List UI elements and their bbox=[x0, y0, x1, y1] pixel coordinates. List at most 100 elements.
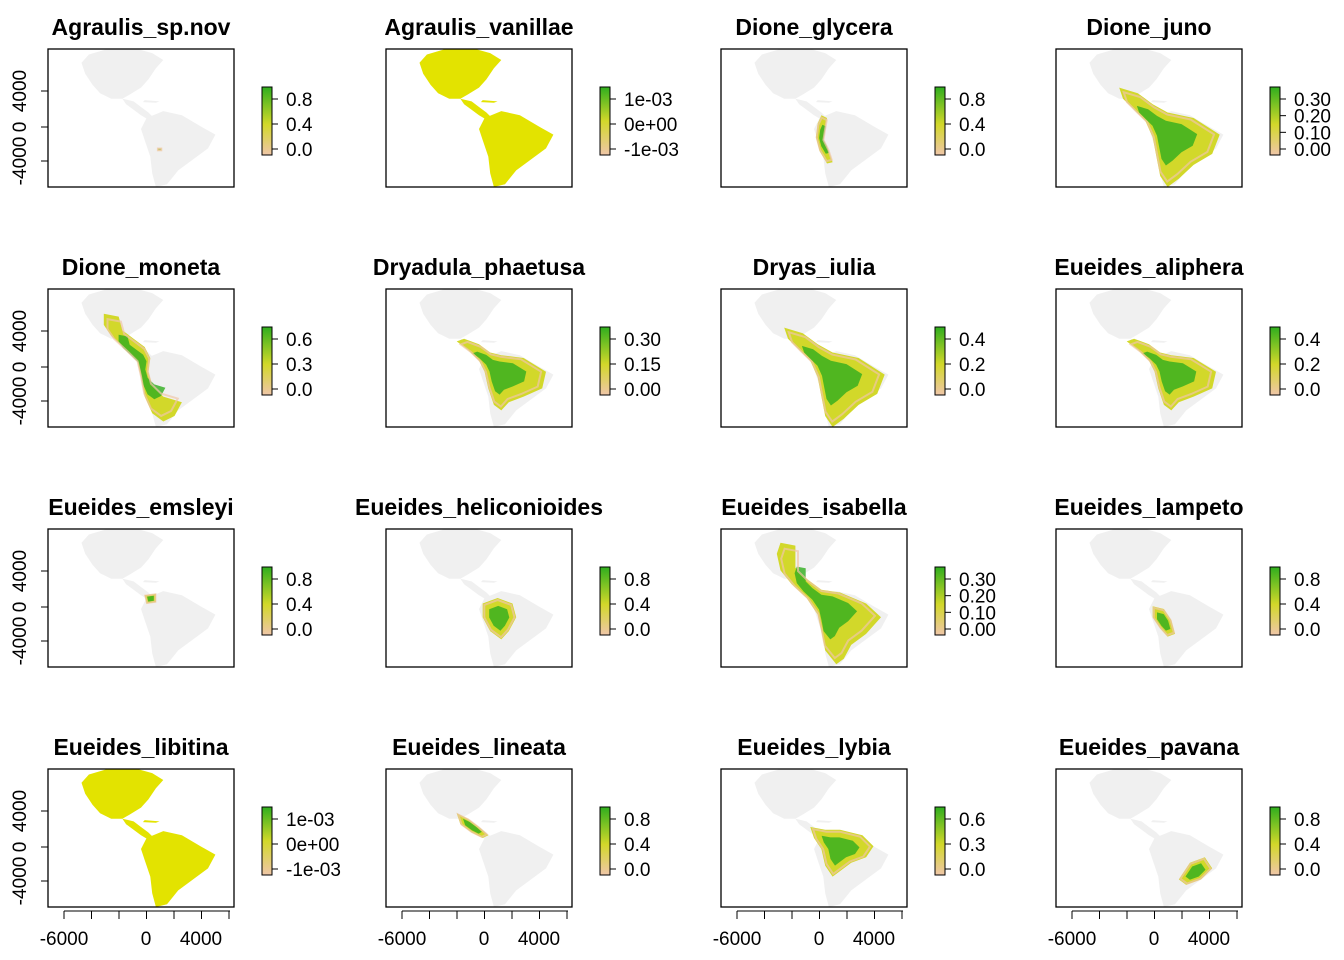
landmass bbox=[815, 100, 833, 103]
distribution-edge bbox=[1179, 857, 1212, 885]
x-tick-label: 0 bbox=[141, 929, 152, 950]
distribution-core bbox=[801, 345, 863, 406]
panel-title: Eueides_aliphera bbox=[1054, 254, 1243, 280]
legend-label: 0.4 bbox=[1294, 595, 1321, 616]
legend-label: 0.30 bbox=[1294, 90, 1331, 111]
legend-label: 0.3 bbox=[286, 355, 312, 376]
map-frame bbox=[720, 288, 908, 428]
panel-title: Dryadula_phaetusa bbox=[373, 254, 585, 280]
map-area bbox=[1089, 289, 1224, 427]
legend-label: 0.00 bbox=[624, 380, 661, 401]
map-frame bbox=[385, 288, 573, 428]
y-tick-label: 0 bbox=[10, 602, 31, 613]
landmass bbox=[141, 111, 216, 187]
legend-label: -1e-03 bbox=[286, 860, 341, 881]
legend-label: 0.10 bbox=[1294, 123, 1331, 144]
distribution-core bbox=[147, 595, 154, 602]
legend-colorbar bbox=[934, 326, 946, 396]
landmass bbox=[460, 578, 492, 601]
landmass bbox=[479, 111, 554, 187]
map-area bbox=[419, 49, 554, 187]
legend-label: 0.00 bbox=[1294, 140, 1331, 161]
y-tick-label: 4000 bbox=[10, 550, 31, 592]
map-area bbox=[419, 769, 554, 907]
map-panel-Eueides_lybia: Eueides_lybia -6000 0 4000 0.6 0.3 0.0 bbox=[713, 734, 986, 950]
legend-label: 0e+00 bbox=[286, 835, 339, 856]
map-frame bbox=[385, 768, 573, 908]
distribution-core bbox=[118, 334, 166, 400]
landmass bbox=[81, 769, 164, 819]
legend-label: 0.0 bbox=[286, 380, 312, 401]
panel-title: Dione_moneta bbox=[62, 254, 221, 280]
legend-label: 0.8 bbox=[1294, 570, 1320, 591]
legend-label: 0.4 bbox=[959, 330, 986, 351]
landmass bbox=[480, 340, 498, 343]
distribution-edge bbox=[106, 317, 180, 418]
map-panel-Dione_glycera: Dione_glycera 0.8 0.4 0.0 bbox=[720, 14, 986, 188]
landmass bbox=[81, 289, 164, 339]
y-tick-label: 0 bbox=[10, 122, 31, 133]
landmass bbox=[480, 820, 498, 823]
legend-label: 0.4 bbox=[959, 115, 986, 136]
x-tick-label: -6000 bbox=[1048, 929, 1097, 950]
distribution-core bbox=[1185, 863, 1206, 880]
map-frame bbox=[1055, 528, 1243, 668]
landmass bbox=[122, 98, 154, 121]
map-area bbox=[754, 49, 889, 187]
x-tick-label: 0 bbox=[479, 929, 490, 950]
legend-label: 0.0 bbox=[624, 620, 650, 641]
map-panel-Dione_juno: Dione_juno 0.300.200.100.00 bbox=[1055, 14, 1331, 188]
x-tick-label: -6000 bbox=[713, 929, 762, 950]
legend-label: 0.4 bbox=[1294, 835, 1321, 856]
distribution-edge bbox=[456, 812, 489, 839]
map-panel-Eueides_heliconioides: Eueides_heliconioides 0.8 0.4 0.0 bbox=[355, 494, 651, 668]
legend-colorbar bbox=[599, 86, 611, 156]
legend-colorbar bbox=[599, 326, 611, 396]
map-area bbox=[419, 289, 554, 427]
legend-label: 0.6 bbox=[959, 810, 985, 831]
legend-label: 0.4 bbox=[286, 115, 313, 136]
legend-label: 0.3 bbox=[959, 835, 985, 856]
landmass bbox=[1089, 49, 1172, 99]
legend-colorbar bbox=[934, 806, 946, 876]
map-frame bbox=[1055, 768, 1243, 908]
legend-label: 0.4 bbox=[286, 595, 313, 616]
map-frame bbox=[1055, 48, 1243, 188]
legend-label: 0e+00 bbox=[624, 115, 677, 136]
landmass bbox=[1150, 820, 1168, 823]
landmass bbox=[81, 49, 164, 99]
legend-label: 0.2 bbox=[959, 355, 985, 376]
legend-label: 0.8 bbox=[624, 570, 650, 591]
y-tick-label: 0 bbox=[10, 362, 31, 373]
landmass bbox=[142, 820, 160, 823]
panel-title: Eueides_lampeto bbox=[1054, 494, 1243, 520]
panel-title: Agraulis_vanillae bbox=[384, 14, 573, 40]
panel-title: Dione_juno bbox=[1086, 14, 1211, 40]
landmass bbox=[795, 98, 827, 121]
landmass bbox=[122, 818, 154, 841]
map-area bbox=[81, 49, 216, 187]
map-panel-Agraulis_vanillae: Agraulis_vanillae 1e-03 0e+00 -1e-03 bbox=[384, 14, 679, 188]
map-panel-Eueides_libitina: Eueides_libitina 4000 0 -4000 -6000 0 4000 1e-0… bbox=[10, 734, 341, 950]
y-tick-label: 0 bbox=[10, 842, 31, 853]
landmass bbox=[1150, 340, 1168, 343]
landmass bbox=[142, 340, 160, 343]
landmass bbox=[1150, 100, 1168, 103]
legend-label: 0.30 bbox=[959, 570, 996, 591]
map-frame bbox=[385, 528, 573, 668]
landmass bbox=[479, 831, 554, 907]
distribution-edge bbox=[1122, 90, 1216, 184]
landmass bbox=[419, 529, 502, 579]
legend-colorbar bbox=[934, 566, 946, 636]
legend-label: 0.8 bbox=[286, 570, 312, 591]
distribution-core bbox=[1157, 612, 1171, 631]
landmass bbox=[1130, 578, 1162, 601]
legend-label: 0.0 bbox=[1294, 620, 1320, 641]
distribution-core bbox=[463, 818, 482, 834]
distribution-core bbox=[821, 835, 860, 866]
legend-label: 0.20 bbox=[959, 587, 996, 608]
distribution-edge bbox=[780, 547, 877, 660]
landmass bbox=[754, 769, 837, 819]
landmass bbox=[754, 289, 837, 339]
landmass bbox=[460, 98, 492, 121]
